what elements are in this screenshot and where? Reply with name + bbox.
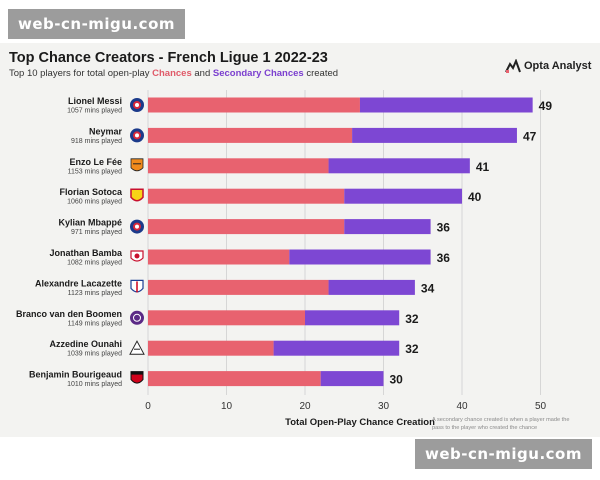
player-minutes-4: 971 mins played: [71, 229, 122, 236]
bar-chances-7: [148, 310, 305, 326]
x-tick-label-10: 10: [221, 401, 233, 412]
opta-logo-icon: [505, 59, 521, 73]
x-tick-label-40: 40: [456, 401, 468, 412]
player-minutes-2: 1153 mins played: [68, 168, 122, 175]
subtitle-and: and: [191, 68, 213, 79]
total-label-9: 30: [390, 373, 404, 387]
footnote: A secondary chance created is when a pla…: [432, 417, 570, 431]
bar-secondary-6: [328, 279, 415, 295]
player-name-1: Neymar: [89, 126, 123, 136]
psg-crest-icon: [130, 98, 144, 112]
bar-chances-0: [148, 97, 360, 113]
player-minutes-9: 1010 mins played: [67, 381, 122, 388]
player-minutes-6: 1123 mins played: [68, 290, 122, 297]
bar-chances-1: [148, 127, 353, 143]
bar-chances-4: [148, 219, 345, 235]
lyon-crest-icon: [130, 279, 144, 293]
player-name-7: Branco van den Boomen: [16, 309, 122, 319]
total-label-5: 36: [437, 251, 451, 265]
player-name-0: Lionel Messi: [68, 96, 122, 106]
player-name-2: Enzo Le Fée: [69, 157, 122, 167]
bar-chances-9: [148, 371, 321, 387]
chart-title: Top Chance Creators - French Ligue 1 202…: [9, 50, 328, 66]
total-label-4: 36: [437, 221, 451, 235]
player-minutes-7: 1149 mins played: [68, 320, 122, 327]
opta-brand: Opta Analyst: [505, 59, 591, 73]
subtitle-secondary: Secondary Chances: [212, 68, 304, 79]
bar-chances-2: [148, 158, 329, 174]
bar-chances-5: [148, 249, 290, 265]
bar-chances-6: [148, 279, 329, 295]
lorient-crest-icon: [130, 158, 144, 172]
total-label-1: 47: [523, 129, 537, 143]
bar-secondary-5: [289, 249, 431, 265]
player-minutes-3: 1060 mins played: [67, 199, 122, 206]
bar-secondary-4: [344, 219, 431, 235]
total-label-0: 49: [539, 99, 553, 113]
lens-crest-icon: [130, 188, 144, 202]
watermark-top: web-cn-migu.com: [8, 9, 186, 39]
x-axis-label: Total Open-Play Chance Creation: [285, 417, 435, 428]
total-label-7: 32: [405, 312, 419, 326]
psg-crest-icon: [130, 128, 144, 143]
total-label-6: 34: [421, 281, 435, 295]
bar-secondary-2: [328, 158, 470, 174]
player-minutes-8: 1039 mins played: [67, 351, 122, 358]
x-tick-label-20: 20: [299, 401, 311, 412]
total-label-3: 40: [468, 190, 482, 204]
x-tick-label-0: 0: [145, 401, 151, 412]
chart-subtitle: Top 10 players for total open-play Chanc…: [9, 68, 338, 79]
subtitle-chances: Chances: [152, 68, 192, 79]
x-tick-label-50: 50: [535, 401, 547, 412]
toulouse-crest-icon: [130, 310, 144, 325]
bar-chances-3: [148, 188, 345, 204]
player-minutes-5: 1082 mins played: [67, 260, 122, 267]
player-name-5: Jonathan Bamba: [49, 248, 123, 258]
x-tick-label-30: 30: [378, 401, 390, 412]
player-name-3: Florian Sotoca: [59, 187, 123, 197]
player-name-4: Kylian Mbappé: [58, 218, 122, 228]
bar-secondary-7: [305, 310, 400, 326]
total-label-2: 41: [476, 160, 490, 174]
rennes-crest-icon: [130, 371, 144, 384]
player-minutes-1: 918 mins played: [71, 138, 122, 145]
bar-secondary-3: [344, 188, 462, 204]
bar-secondary-1: [352, 127, 517, 143]
subtitle-suffix: created: [303, 68, 339, 79]
player-name-6: Alexandre Lacazette: [35, 278, 122, 288]
lille-crest-icon: [130, 250, 144, 262]
brand-label: Opta Analyst: [524, 60, 592, 72]
bar-chances-8: [148, 340, 274, 356]
player-name-9: Benjamin Bourigeaud: [29, 370, 122, 380]
watermark-bottom: web-cn-migu.com: [414, 439, 592, 469]
player-name-8: Azzedine Ounahi: [49, 339, 122, 349]
psg-crest-icon: [130, 219, 144, 234]
angers-crest-icon: [129, 340, 145, 355]
player-minutes-0: 1057 mins played: [67, 108, 122, 115]
bar-secondary-0: [359, 97, 533, 113]
subtitle-prefix: Top 10 players for total open-play: [9, 68, 153, 79]
bar-secondary-8: [273, 340, 400, 356]
bar-secondary-9: [320, 371, 384, 387]
total-label-8: 32: [405, 342, 419, 356]
